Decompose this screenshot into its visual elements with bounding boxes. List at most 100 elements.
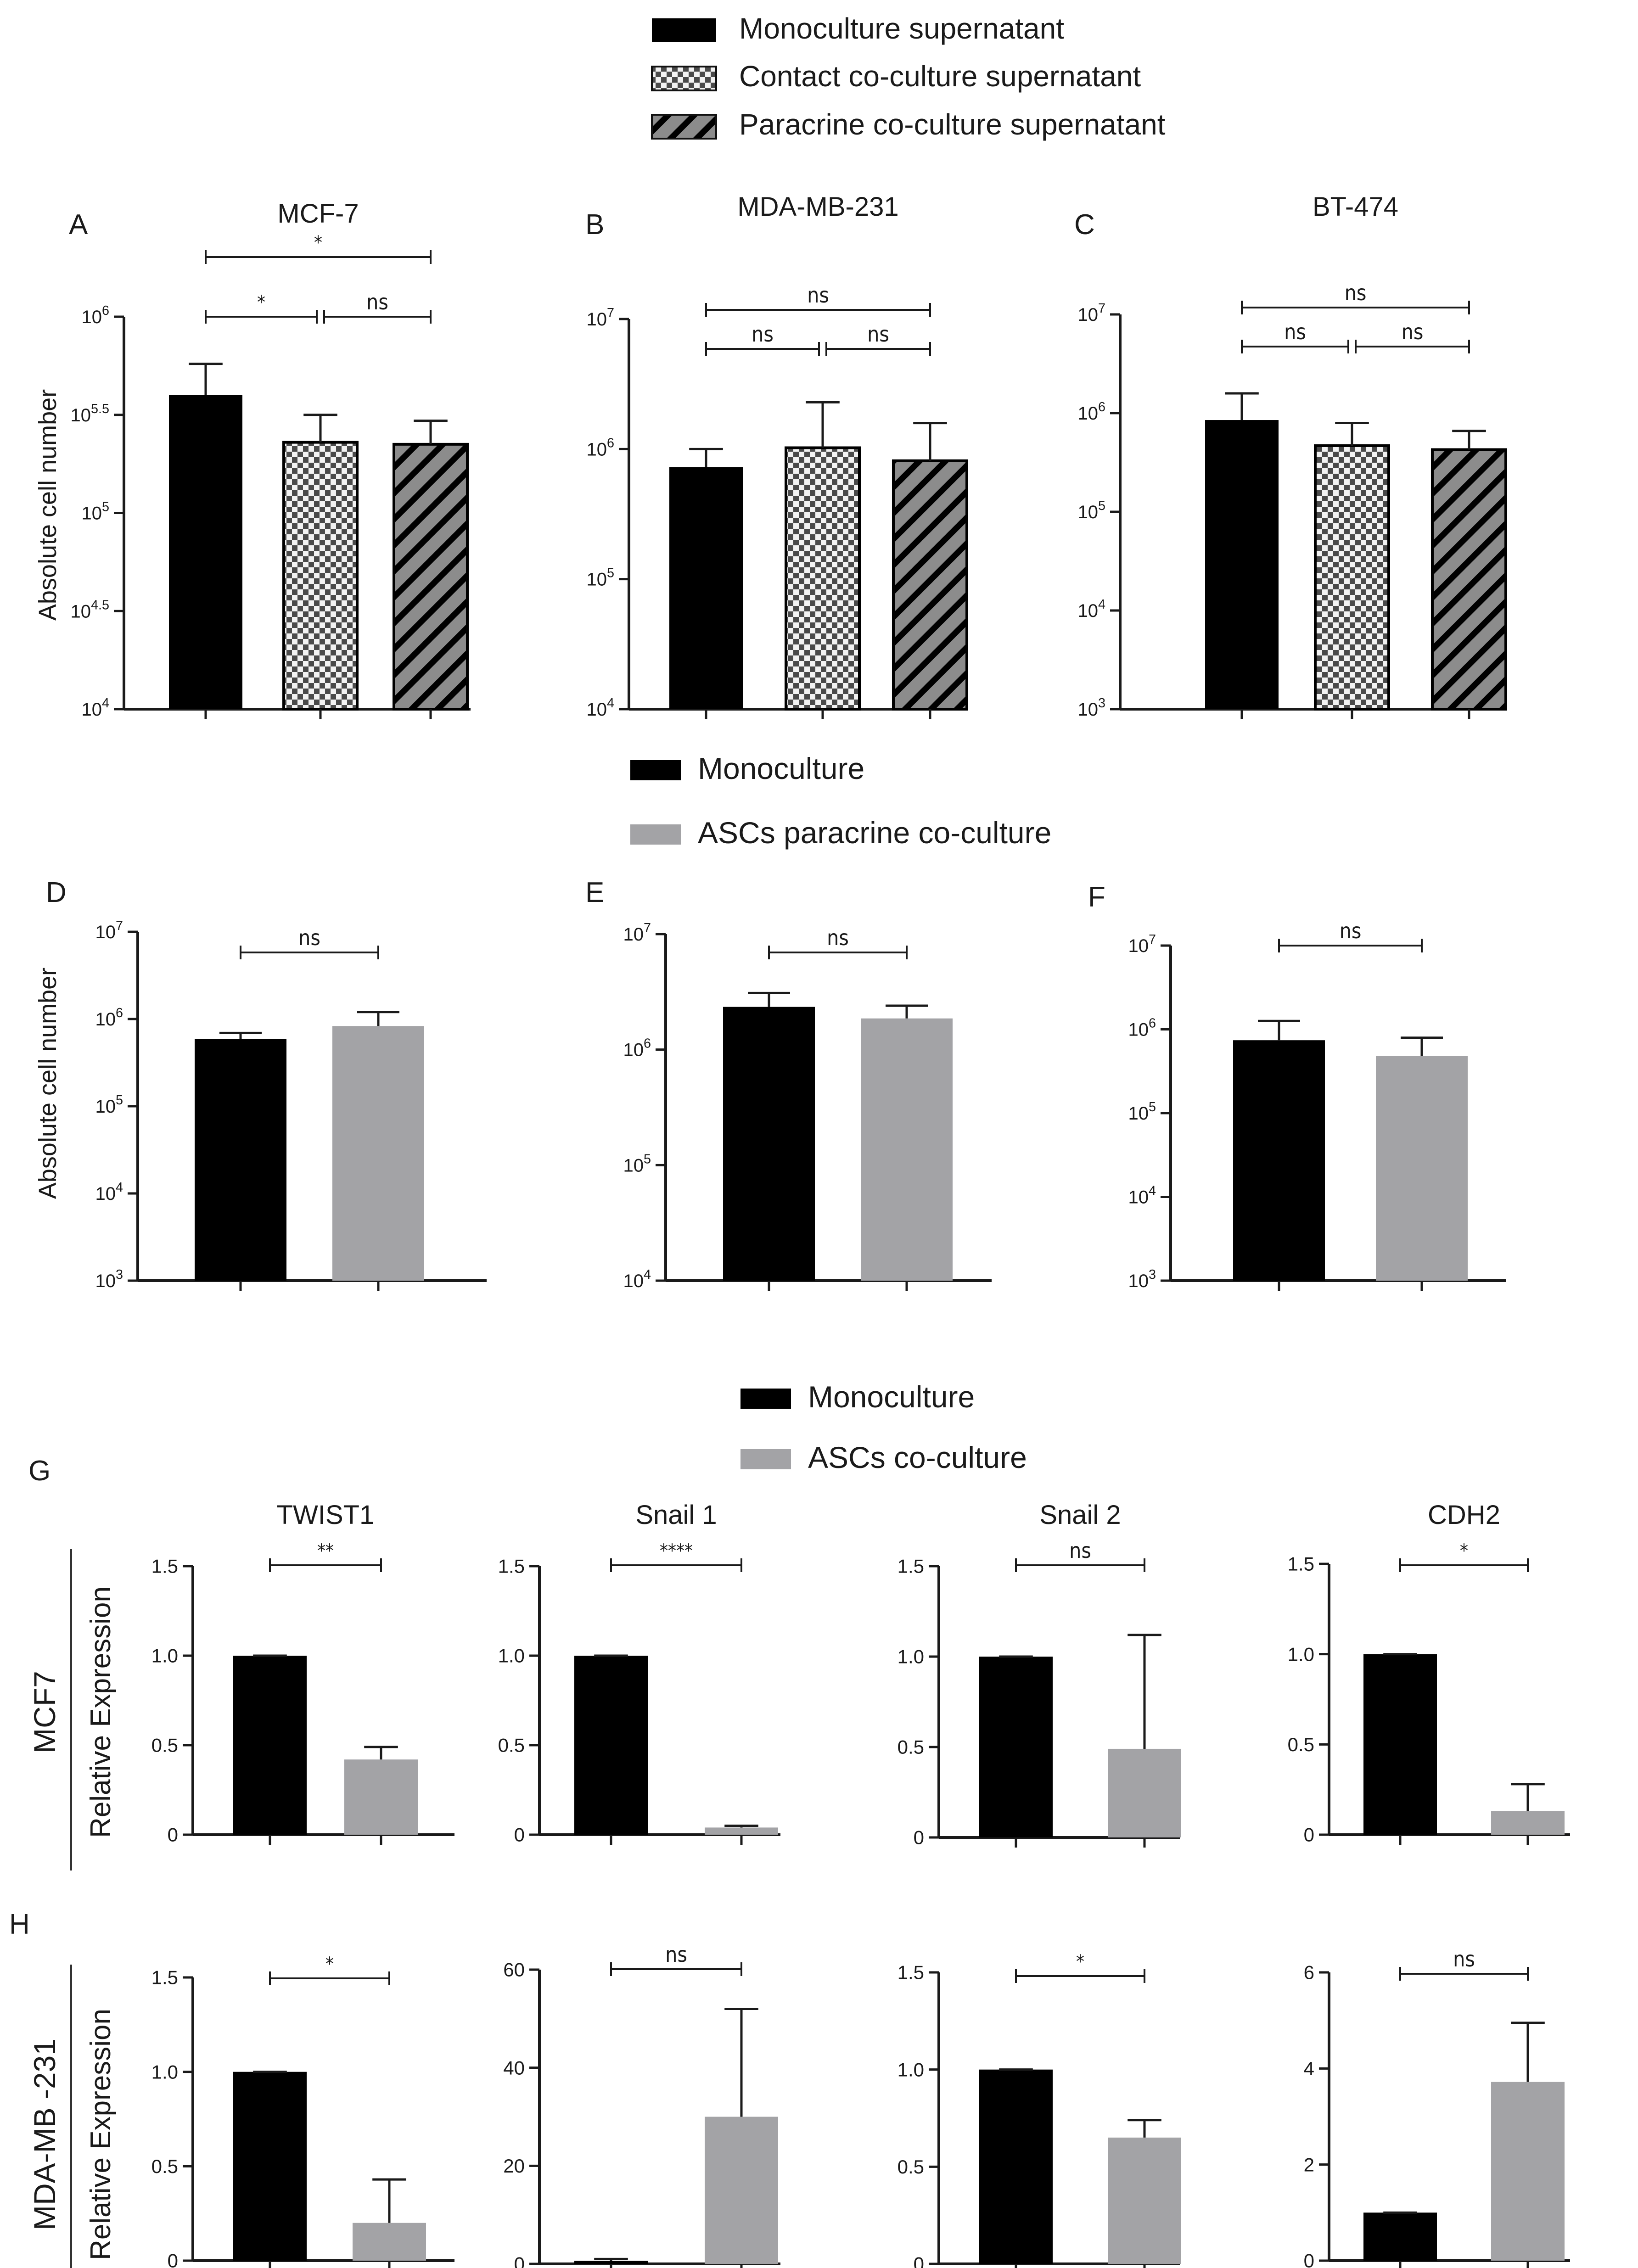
bar [574,2261,648,2264]
panel-letter-b: B [585,209,604,241]
chart-mcf7-twist1: TWIST1 0 0.5 1.0 1.5 ** [151,1500,454,1846]
y-tick-label: 0.5 [151,2156,178,2177]
y-tick-label: 0 [1304,2250,1314,2268]
legend-swatch-monoculture-2 [740,1389,791,1409]
significance-label: ns [807,283,829,308]
bar [1233,1040,1325,1281]
y-tick-label: 4 [1304,2058,1314,2079]
bar [861,1018,953,1281]
y-tick-label: 105 [81,500,109,524]
y-tick-label: 0.5 [498,1735,525,1756]
significance-label: * [1076,1951,1084,1972]
bar [1108,1748,1181,1837]
bar [892,459,968,711]
y-tick-label: 0 [914,1827,924,1848]
y-tick-label: 0.5 [898,1736,924,1758]
y-tick-label: 60 [503,1959,525,1981]
panel-letter-e: E [585,877,604,908]
chart-mda-twist1: 0 0.5 1.0 1.5 * [151,1954,454,2268]
chart-d-cell-number: 103 104 105 106 107 ns [95,918,487,1291]
y-tick-label: 106 [1128,1016,1156,1040]
y-tick-label: 0 [514,1824,525,1846]
chart-e-cell-number: 104 105 106 107 ns [623,921,992,1291]
significance-label: ns [1345,280,1367,305]
y-tick-label: 107 [586,306,614,330]
legend-swatch-contact-supernatant [651,66,717,91]
bar [1314,444,1390,711]
y-tick-label: 1.0 [898,2059,924,2080]
y-tick-label: 103 [95,1267,123,1291]
legend-label-ascs-coculture: ASCs co-culture [808,1440,1027,1474]
panel-letter-a: A [69,209,88,241]
y-tick-label: 0.5 [151,1735,178,1756]
y-axis-title-row-h: Relative Expression [85,2009,117,2260]
y-axis-title-middle: Absolute cell number [34,968,62,1199]
significance-label: ns [665,1942,687,1967]
row-label-mcf7: MCF7 [28,1671,62,1753]
y-tick-label: 0 [514,2253,525,2268]
y-tick-label: 107 [1128,932,1156,956]
y-tick-label: 105 [623,1152,651,1176]
y-axis-title-row-g: Relative Expression [85,1586,117,1838]
y-tick-label: 104 [1128,1184,1156,1208]
y-tick-label: 40 [503,2057,525,2078]
y-tick-label: 105 [1128,1100,1156,1124]
bar [723,1007,815,1281]
significance-label: ns [1340,918,1362,943]
significance-label: ns [1402,319,1424,344]
chart-mcf7-cdh2: CDH2 0 0.5 1.0 1.5 * [1288,1500,1570,1846]
bar [282,441,359,711]
y-tick-label: 1.5 [898,1962,924,1983]
significance-label: * [1460,1540,1468,1562]
chart-mcf-7-cell-number: MCF-7 104 104.5 105 105.5 106 * * ns [70,199,471,720]
legend-swatch-ascs-paracrine [630,824,681,845]
chart-mda-snail1: 0 20 40 60 ns [503,1942,780,2268]
bar [705,2117,778,2264]
significance-label: ns [366,290,388,314]
y-tick-label: 106 [81,303,109,327]
y-tick-label: 1.5 [151,1556,178,1577]
bar [1205,420,1279,709]
y-tick-label: 104 [623,1267,651,1291]
legend-label-contact-supernatant: Contact co-culture supernatant [739,60,1141,93]
bar [1108,2137,1181,2264]
significance-label: ns [752,322,774,347]
bar [574,1656,648,1835]
y-tick-label: 20 [503,2155,525,2177]
legend-label-monoculture-2: Monoculture [808,1380,975,1414]
significance-label: * [314,232,322,253]
y-tick-label: 1.5 [151,1967,178,1988]
significance-label: ns [1284,319,1306,344]
legend-swatch-paracrine-supernatant [651,114,717,140]
y-tick-label: 1.5 [1288,1553,1314,1575]
y-tick-label: 103 [1128,1267,1156,1291]
y-tick-label: 1.5 [898,1556,924,1577]
panel-letter-h: H [9,1909,30,1940]
y-tick-label: 104 [81,696,109,720]
significance-label: ns [1069,1538,1091,1563]
legend-label-monoculture: Monoculture [698,751,864,785]
y-tick-label: 106 [586,436,614,459]
bar [979,1657,1053,1837]
chart-title: TWIST1 [277,1500,375,1530]
y-tick-label: 1.0 [1288,1643,1314,1665]
significance-label: ** [317,1540,334,1562]
chart-mda-snail2: 0 0.5 1.0 1.5 * [898,1951,1181,2268]
bar [1431,448,1507,711]
legend-paracrine: Monoculture ASCs paracrine co-culture [630,751,1051,850]
chart-title: Snail 2 [1039,1500,1121,1530]
y-tick-label: 1.0 [898,1646,924,1668]
bar [785,446,861,711]
y-tick-label: 106 [95,1006,123,1030]
y-tick-label: 105 [95,1093,123,1117]
significance-label: **** [660,1540,693,1562]
y-tick-label: 104 [1077,597,1105,621]
panel-letter-g: G [28,1455,50,1487]
y-tick-label: 0 [168,1824,178,1846]
chart-title: MCF-7 [277,199,359,229]
y-tick-label: 6 [1304,1962,1314,1983]
y-tick-label: 1.5 [498,1556,525,1577]
legend-swatch-ascs-coculture [740,1449,791,1469]
chart-title: CDH2 [1428,1500,1500,1530]
y-tick-label: 0 [168,2250,178,2268]
